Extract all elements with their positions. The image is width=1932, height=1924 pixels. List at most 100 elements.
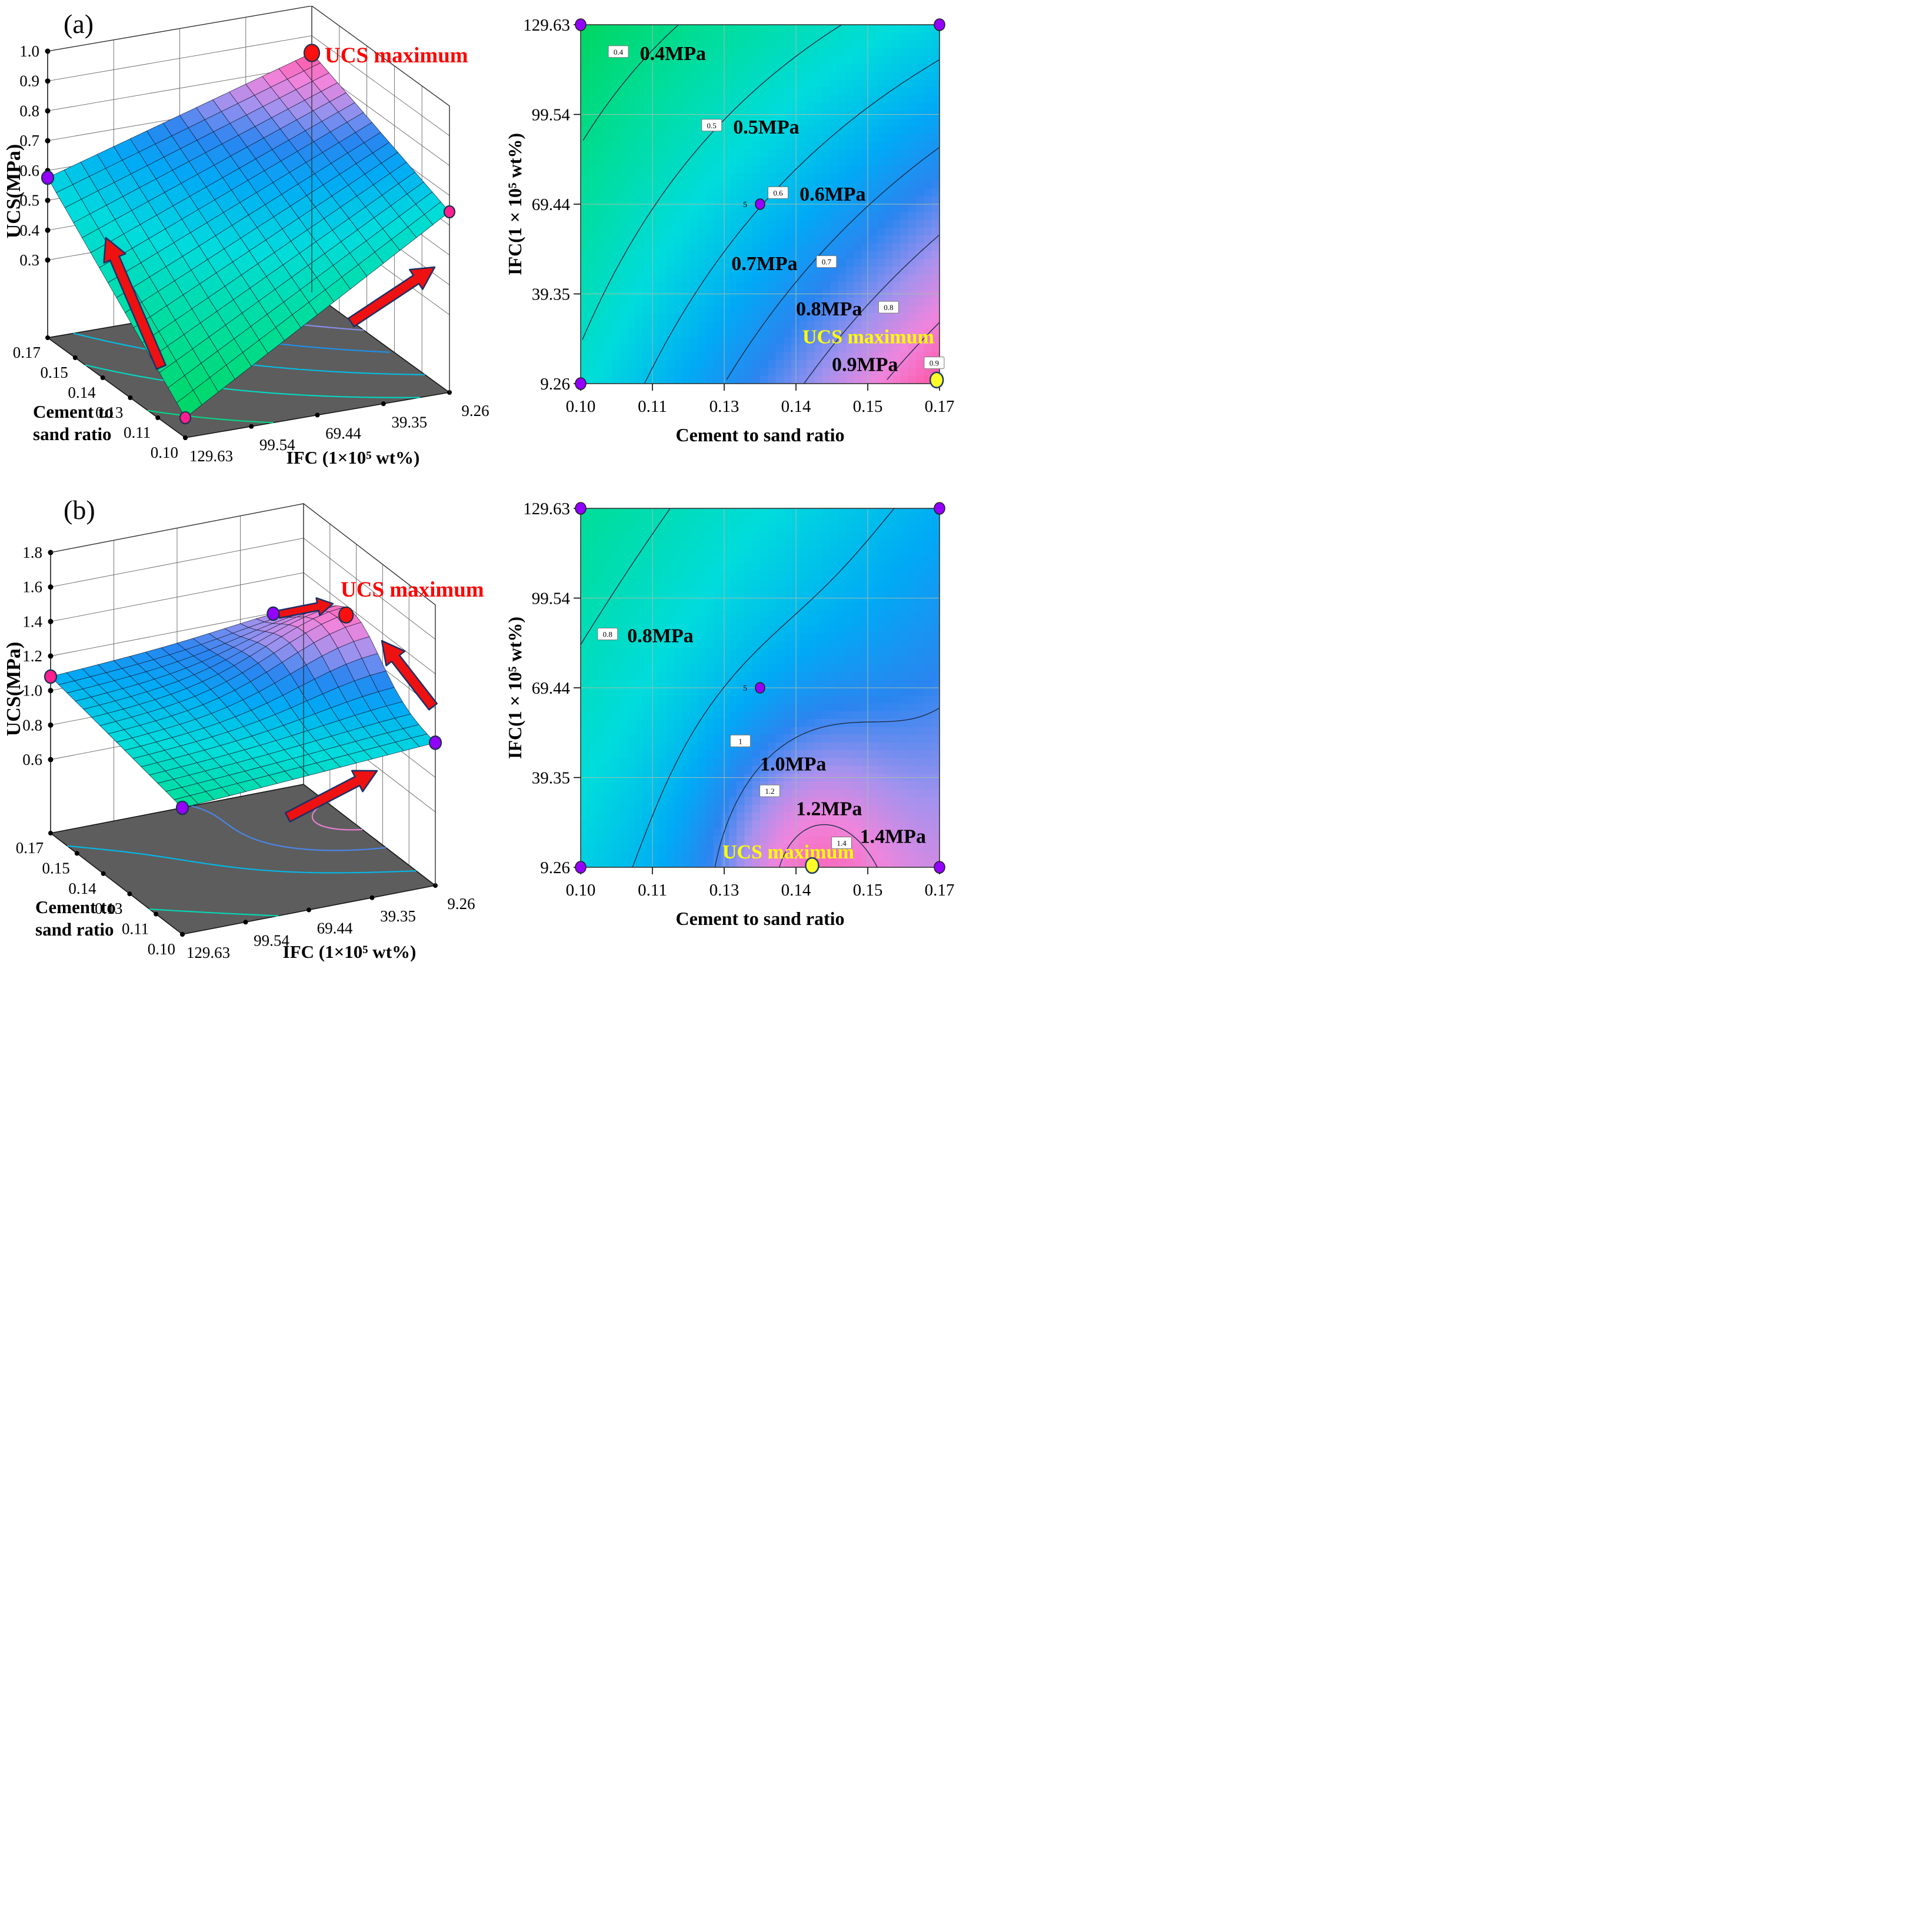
x-axis-title: Cement to xyxy=(33,401,114,422)
center-point-count: 5 xyxy=(743,201,747,209)
contour-tag: 0.8 xyxy=(884,303,893,312)
contour-tag-box xyxy=(816,255,837,268)
y-tick-label: 99.54 xyxy=(259,436,295,454)
direction-arrow xyxy=(277,597,334,619)
y-axis-title: IFC (1×10⁵ wt%) xyxy=(287,447,420,468)
corner-design-point xyxy=(934,861,945,874)
x-axis-title: Cement to sand ratio xyxy=(675,908,844,929)
x-tick-label: 0.14 xyxy=(68,384,96,401)
y-tick-label: 69.44 xyxy=(325,425,361,442)
contour-level-label: 1.4MPa xyxy=(860,826,926,848)
x-tick-label: 0.15 xyxy=(853,881,883,900)
x-tick-label: 0.11 xyxy=(122,920,149,938)
z-tick-label: 0.5 xyxy=(19,192,39,209)
contour-tag: 0.6 xyxy=(773,188,783,197)
contour-level-label: 0.8MPa xyxy=(627,625,693,647)
x-tick-label: 0.13 xyxy=(709,881,740,900)
x-tick-label: 0.14 xyxy=(781,397,811,416)
y-tick-label: 39.35 xyxy=(532,769,570,788)
corner-design-point xyxy=(575,861,587,874)
x-tick-label: 0.14 xyxy=(68,880,96,897)
ucs-maximum-annotation: UCS maximum xyxy=(802,327,934,348)
contour-line xyxy=(726,147,940,380)
corner-design-point xyxy=(934,502,945,515)
z-tick-label: 0.8 xyxy=(19,102,39,119)
floor-contour-line xyxy=(191,805,387,851)
contour-tag: 0.7 xyxy=(822,258,832,267)
design-point-dot-magenta xyxy=(443,205,456,219)
design-point-dot-magenta xyxy=(179,411,192,425)
x-tick-label: 0.17 xyxy=(13,344,41,361)
x-tick-label: 0.15 xyxy=(853,397,883,416)
z-tick-label: 1.0 xyxy=(22,682,42,700)
corner-design-point xyxy=(575,18,587,31)
contour-tag-box xyxy=(878,301,899,314)
y-tick-label: 129.63 xyxy=(186,944,230,961)
contour-line xyxy=(779,824,878,868)
z-tick-label: 1.2 xyxy=(22,647,42,665)
y-tick-label: 99.54 xyxy=(532,590,571,608)
contour-level-label: 0.9MPa xyxy=(832,354,898,376)
y-axis-title: IFC(1 × 10⁵ wt%) xyxy=(504,133,525,275)
y-axis-title: IFC (1×10⁵ wt%) xyxy=(283,941,417,962)
figure-root: (a) (b) 1.0 0.9 0.8 0.7 0.6 0.5 0.4 0.3 0.17 0.15… xyxy=(0,0,966,977)
x-tick-label: 0.11 xyxy=(638,881,667,900)
contour-tag-box xyxy=(768,186,788,199)
corner-design-point xyxy=(934,18,945,31)
z-tick-label: 0.6 xyxy=(19,162,39,179)
x-tick-label: 0.10 xyxy=(566,881,596,900)
design-point-dot-purple xyxy=(175,800,189,815)
contour-level-label: 0.4MPa xyxy=(640,43,706,65)
z-tick-label: 0.6 xyxy=(22,751,42,768)
contour-line xyxy=(582,24,842,340)
x-tick-label: 0.14 xyxy=(781,881,811,900)
direction-arrow xyxy=(103,237,167,370)
y-tick-label: 39.35 xyxy=(532,285,570,304)
panel-a-letter: (a) xyxy=(64,9,94,39)
x-tick-label: 0.17 xyxy=(925,881,954,900)
z-axis-title: UCS(MPa) xyxy=(3,642,25,737)
y-tick-label: 9.26 xyxy=(461,402,489,420)
x-tick-label: 0.10 xyxy=(151,444,178,461)
z-tick-label: 1.0 xyxy=(19,42,39,60)
panel-a-surface-plot: 1.0 0.9 0.8 0.7 0.6 0.5 0.4 0.3 0.17 0.15 0.14 0.13… xyxy=(2,5,508,480)
y-tick-label: 129.63 xyxy=(523,18,570,35)
center-design-point xyxy=(755,682,765,694)
y-tick-label: 9.26 xyxy=(540,375,570,394)
contour-level-label: 0.6MPa xyxy=(800,184,865,205)
x-tick-label: 0.13 xyxy=(95,404,123,421)
contour-plot-b: 0.10 0.11 0.13 0.14 0.15 0.17 9.26 39.35 69.44 99… xyxy=(504,500,954,929)
floor-contour-line xyxy=(149,908,279,917)
x-tick-label: 0.17 xyxy=(16,839,44,857)
contour-level-label: 0.5MPa xyxy=(733,116,799,138)
contour-plot-a: 0.10 0.11 0.13 0.14 0.15 0.17 9.26 39.35 69.44 99… xyxy=(504,16,954,445)
panel-b-surface-plot: 1.8 1.6 1.4 1.2 1.0 0.8 0.6 0.17 0.15 0.14 0.13 0.1… xyxy=(2,492,508,966)
contour-tag-box xyxy=(831,837,852,850)
x-tick-label: 0.10 xyxy=(566,397,596,416)
x-tick-label: 0.10 xyxy=(148,940,175,958)
z-axis-title: UCS(MPa) xyxy=(3,144,25,239)
contour-tag-box xyxy=(759,784,780,797)
design-point-dot-magenta xyxy=(44,669,58,684)
z-tick-label: 0.8 xyxy=(22,716,42,734)
ucs-maximum-dot xyxy=(805,857,820,874)
ucs-maximum-annotation: UCS maximum xyxy=(325,44,468,68)
contour-tag-box xyxy=(701,119,722,132)
contour-tag-box xyxy=(608,45,629,58)
y-tick-label: 69.44 xyxy=(532,195,571,214)
center-point-count: 5 xyxy=(743,684,747,693)
contour-tag: 1 xyxy=(738,737,742,745)
direction-arrow xyxy=(381,640,438,711)
x-axis-title: sand ratio xyxy=(35,919,114,940)
contour-tag: 1.4 xyxy=(837,839,847,848)
y-tick-label: 39.35 xyxy=(391,413,427,431)
y-tick-label: 39.35 xyxy=(380,907,416,925)
surface-plot-a: 1.0 0.9 0.8 0.7 0.6 0.5 0.4 0.3 0.170.150.14 0.13… xyxy=(3,5,489,468)
ucs-maximum-dot xyxy=(303,44,321,62)
contour-line xyxy=(804,234,940,384)
contour-level-label: 1.0MPa xyxy=(760,753,826,775)
y-tick-label: 69.44 xyxy=(317,920,353,937)
z-tick-label: 1.4 xyxy=(22,613,42,630)
design-point-dot-purple xyxy=(41,170,55,185)
ucs-maximum-annotation: UCS maximum xyxy=(341,578,484,602)
